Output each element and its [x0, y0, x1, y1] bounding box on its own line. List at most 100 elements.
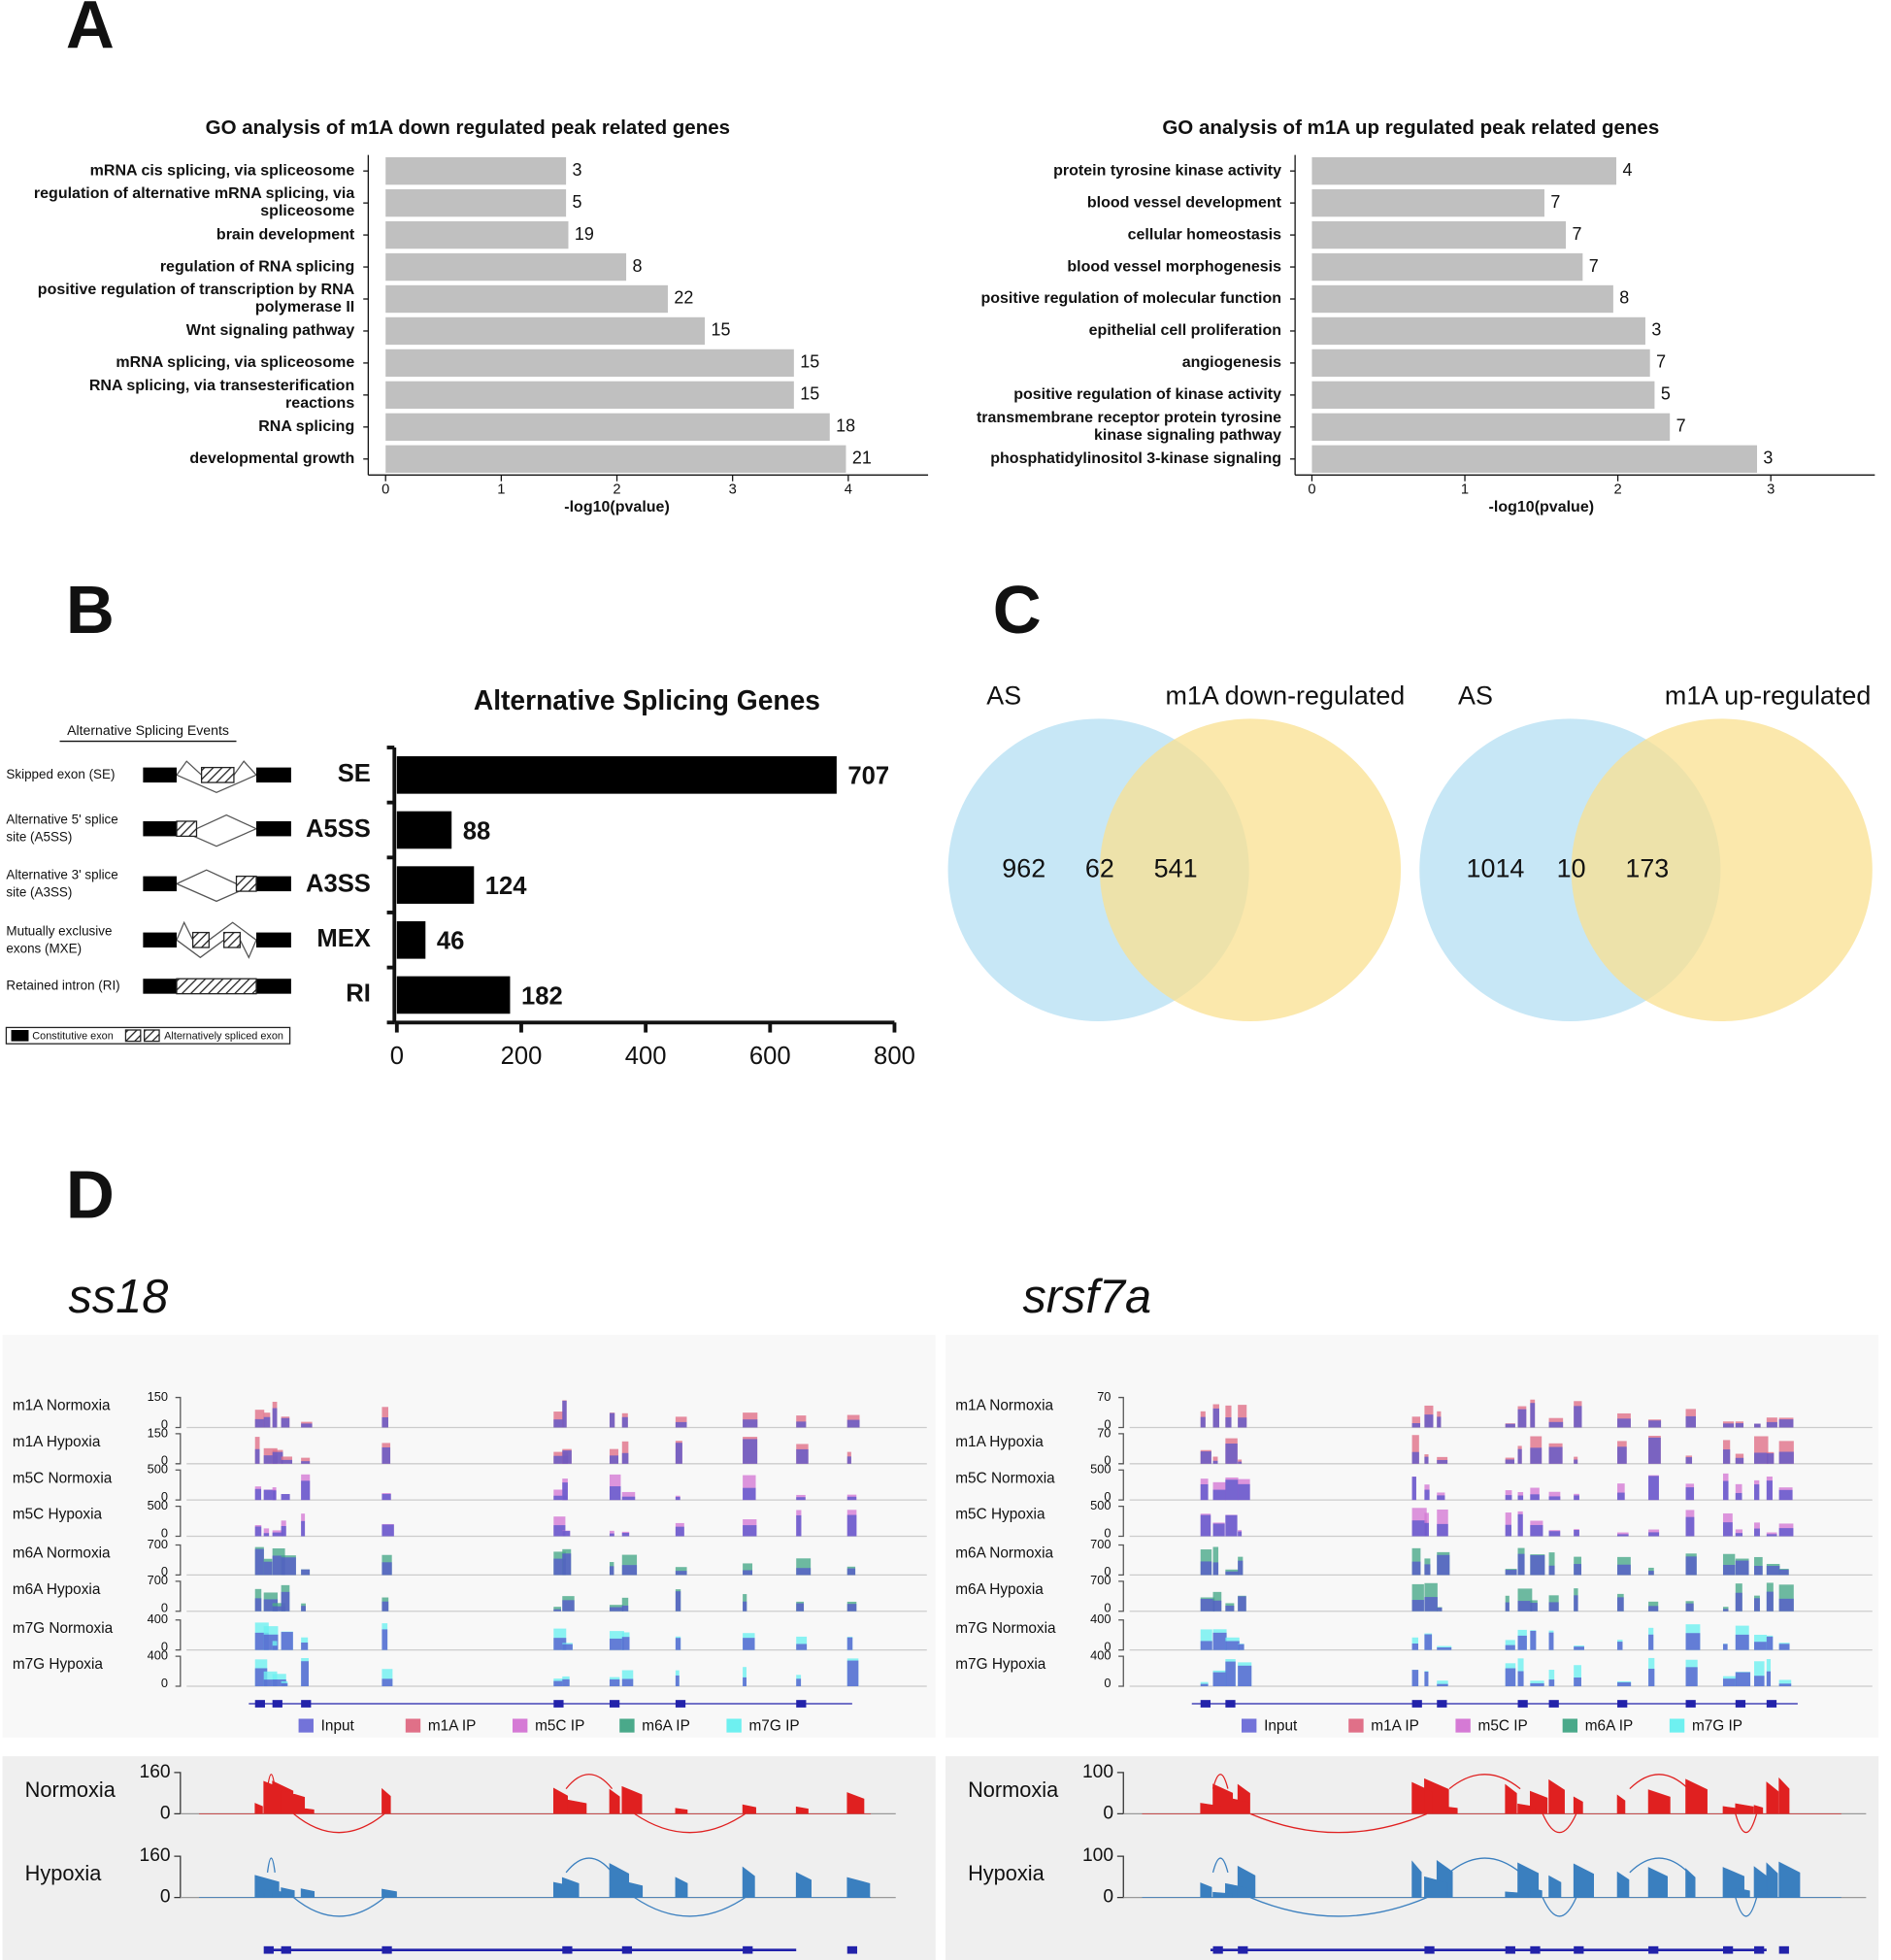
- track-max: 150: [148, 1425, 168, 1440]
- ip-coverage: [382, 1669, 393, 1687]
- venn-count: 10: [1557, 853, 1586, 882]
- input-coverage: [1530, 1682, 1544, 1687]
- ip-coverage: [1238, 1405, 1247, 1428]
- input-coverage: [1200, 1514, 1211, 1537]
- ip-coverage: [1225, 1405, 1232, 1428]
- input-coverage: [1505, 1570, 1517, 1576]
- count-label: 18: [836, 416, 855, 436]
- bar: [385, 413, 830, 442]
- input-coverage: [254, 1526, 262, 1537]
- x-tick-label: 3: [1767, 482, 1775, 498]
- category-label: SE: [338, 760, 371, 787]
- category-label: RNA splicing, via transesterification rea…: [89, 377, 354, 412]
- ip-coverage: [263, 1528, 270, 1537]
- input-coverage: [553, 1419, 564, 1428]
- input-coverage: [562, 1678, 570, 1687]
- track-max: 700: [148, 1573, 168, 1587]
- input-coverage: [1617, 1446, 1627, 1464]
- count-label: 7: [1676, 416, 1686, 436]
- input-coverage: [621, 1532, 630, 1537]
- input-coverage: [1766, 1591, 1774, 1611]
- input-coverage: [796, 1678, 802, 1687]
- exon: [1648, 1945, 1659, 1954]
- input-coverage: [1548, 1632, 1554, 1650]
- track-axis: [1118, 1396, 1124, 1429]
- input-coverage: [1505, 1644, 1515, 1650]
- input-coverage: [382, 1601, 389, 1611]
- input-coverage: [1530, 1603, 1538, 1611]
- legend-label: m6A IP: [1585, 1717, 1634, 1734]
- input-coverage: [1517, 1448, 1522, 1464]
- track-max: 400: [148, 1611, 168, 1626]
- junction-arc: [634, 1812, 746, 1834]
- set-label: AS: [1458, 681, 1493, 711]
- venn-set: [1099, 718, 1402, 1021]
- legend-label: Alternatively spliced exon: [164, 1030, 283, 1042]
- exon: [1238, 1945, 1248, 1954]
- input-coverage: [1778, 1451, 1794, 1464]
- input-coverage: [1778, 1683, 1792, 1687]
- input-coverage: [1212, 1460, 1218, 1464]
- x-tick-label: 200: [501, 1043, 543, 1070]
- input-coverage: [1238, 1417, 1247, 1428]
- sashimi-label: Normoxia: [968, 1777, 1059, 1802]
- sashimi-axis: [1116, 1772, 1124, 1814]
- input-coverage: [1517, 1409, 1527, 1428]
- input-coverage: [1411, 1423, 1421, 1428]
- track-max: 500: [148, 1498, 168, 1512]
- input-coverage: [1548, 1679, 1555, 1687]
- legend-swatch: [1455, 1718, 1471, 1733]
- input-coverage: [743, 1419, 758, 1428]
- input-coverage: [272, 1606, 286, 1611]
- exon: [1530, 1945, 1541, 1954]
- event-label: Skipped exon (SE): [6, 767, 115, 781]
- input-coverage: [1735, 1634, 1749, 1650]
- input-coverage: [609, 1486, 621, 1501]
- track-axis: [1118, 1469, 1124, 1501]
- input-coverage: [1685, 1516, 1695, 1537]
- input-coverage: [1530, 1494, 1540, 1501]
- category-label: protein tyrosine kinase activity: [1053, 161, 1281, 179]
- input-coverage: [1200, 1451, 1211, 1464]
- exon: [272, 1700, 282, 1708]
- junction-arc: [1735, 1897, 1758, 1917]
- input-coverage: [1735, 1423, 1744, 1428]
- text-line: Mutually exclusive: [6, 923, 112, 938]
- input-coverage: [846, 1514, 857, 1537]
- ip-coverage: [1505, 1512, 1512, 1537]
- input-coverage: [846, 1496, 857, 1501]
- input-coverage: [263, 1533, 270, 1537]
- track-max: 400: [1090, 1611, 1111, 1626]
- input-coverage: [562, 1482, 568, 1501]
- input-coverage: [1530, 1630, 1537, 1650]
- legend-label: m5C IP: [1478, 1717, 1528, 1734]
- input-coverage: [846, 1660, 859, 1687]
- category-label: positive regulation of transcription by …: [38, 281, 355, 316]
- input-coverage: [1548, 1421, 1564, 1428]
- bar: [1311, 445, 1758, 473]
- track-max: 70: [1097, 1425, 1111, 1440]
- input-coverage: [301, 1423, 313, 1428]
- input-coverage: [1754, 1528, 1760, 1537]
- track-max: 70: [1097, 1389, 1111, 1404]
- text-line: positive regulation of transcription by …: [38, 281, 355, 298]
- input-coverage: [675, 1591, 681, 1611]
- track-min: 0: [1104, 1416, 1111, 1431]
- input-coverage: [254, 1598, 262, 1611]
- exon: [796, 1700, 807, 1708]
- input-coverage: [301, 1461, 311, 1464]
- category-label: mRNA splicing, via spliceosome: [116, 353, 354, 371]
- junction-arc: [565, 1857, 614, 1874]
- input-coverage: [1574, 1459, 1578, 1464]
- input-coverage: [675, 1421, 687, 1428]
- input-coverage: [1505, 1459, 1515, 1464]
- bar: [396, 811, 452, 849]
- input-coverage: [1722, 1609, 1729, 1611]
- input-coverage: [1505, 1495, 1512, 1501]
- panel-label: D: [66, 1156, 115, 1232]
- input-coverage: [743, 1677, 746, 1687]
- input-coverage: [1735, 1533, 1743, 1537]
- track-axis: [175, 1655, 182, 1687]
- input-coverage: [1530, 1555, 1545, 1576]
- bar: [385, 188, 567, 217]
